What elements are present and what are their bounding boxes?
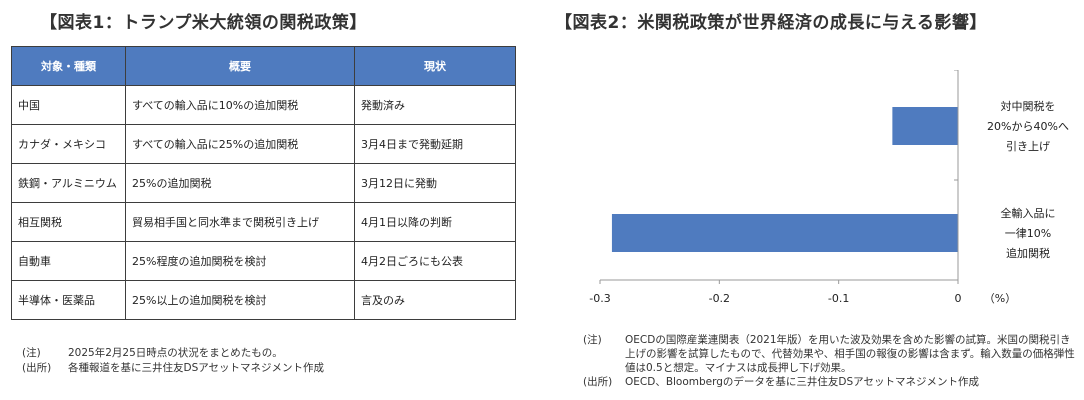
x-tick-label: -0.3 bbox=[589, 292, 610, 305]
panel2-title: 【図表2：米関税政策が世界経済の成長に与える影響】 bbox=[555, 13, 987, 33]
table-row: 自動車 25%程度の追加関税を検討 4月2日ごろにも公表 bbox=[11, 241, 516, 281]
cell-summary: すべての輸入品に25%の追加関税 bbox=[125, 124, 355, 164]
header-status: 現状 bbox=[354, 46, 516, 86]
bar bbox=[611, 214, 958, 252]
tariff-policy-table: 対象・種類 概要 現状 中国 すべての輸入品に10%の追加関税 発動済み カナダ… bbox=[11, 46, 516, 320]
cell-summary: すべての輸入品に10%の追加関税 bbox=[125, 85, 355, 125]
note-row: (注) OECDの国際産業連関表（2021年版）を用いた波及効果を含めた影響の試… bbox=[583, 333, 1078, 375]
x-tick-label: 0 bbox=[955, 292, 962, 305]
cell-status: 4月2日ごろにも公表 bbox=[354, 241, 516, 281]
cell-target: 中国 bbox=[11, 85, 126, 125]
cell-status: 4月1日以降の判断 bbox=[354, 202, 516, 242]
note-label: (注) bbox=[583, 334, 602, 346]
table-row: 中国 すべての輸入品に10%の追加関税 発動済み bbox=[11, 85, 516, 125]
category-label: 20%から40%へ bbox=[987, 120, 1069, 133]
x-tick-label: -0.2 bbox=[709, 292, 730, 305]
cell-target: カナダ・メキシコ bbox=[11, 124, 126, 164]
category-label: 対中関税を bbox=[1001, 99, 1056, 113]
table-row: 相互関税 貿易相手国と同水準まで関税引き上げ 4月1日以降の判断 bbox=[11, 202, 516, 242]
category-label: 引き上げ bbox=[1006, 139, 1050, 153]
cell-status: 発動済み bbox=[354, 85, 516, 125]
table-row: 鉄鋼・アルミニウム 25%の追加関税 3月12日に発動 bbox=[11, 163, 516, 203]
note-text: 2025年2月25日時点の状況をまとめたもの。 bbox=[68, 347, 283, 359]
panel1-title: 【図表1：トランプ米大統領の関税政策】 bbox=[40, 13, 367, 33]
source-text: 各種報道を基に三井住友DSアセットマネジメント作成 bbox=[68, 362, 325, 374]
table-header-row: 対象・種類 概要 現状 bbox=[11, 46, 516, 86]
note-label: (注) bbox=[22, 347, 41, 359]
growth-impact-bar-chart: -0.3 -0.2 -0.1 0 （%） 対中関税を 20%から40%へ引き上げ全輸入品に一… bbox=[589, 70, 1069, 305]
source-row: (出所) OECD、Bloombergのデータを基に三井住友DSアセットマネジメ… bbox=[583, 375, 1078, 389]
cell-summary: 25%以上の追加関税を検討 bbox=[125, 280, 355, 320]
source-label: (出所) bbox=[583, 376, 613, 388]
cell-target: 半導体・医薬品 bbox=[11, 280, 126, 320]
cell-status: 言及のみ bbox=[354, 280, 516, 320]
cell-target: 鉄鋼・アルミニウム bbox=[11, 163, 126, 203]
source-row: (出所) 各種報道を基に三井住友DSアセットマネジメント作成 bbox=[22, 361, 324, 376]
header-target: 対象・種類 bbox=[11, 46, 126, 86]
table-row: カナダ・メキシコ すべての輸入品に25%の追加関税 3月4日まで発動延期 bbox=[11, 124, 516, 164]
category-label: 全輸入品に bbox=[1001, 206, 1056, 220]
cell-status: 3月4日まで発動延期 bbox=[354, 124, 516, 164]
table-row: 半導体・医薬品 25%以上の追加関税を検討 言及のみ bbox=[11, 280, 516, 320]
bar bbox=[892, 107, 958, 145]
category-label: 一律10% bbox=[1005, 227, 1051, 240]
cell-summary: 25%の追加関税 bbox=[125, 163, 355, 203]
header-summary: 概要 bbox=[125, 46, 355, 86]
cell-summary: 貿易相手国と同水準まで関税引き上げ bbox=[125, 202, 355, 242]
category-label: 追加関税 bbox=[1006, 246, 1050, 260]
x-tick-label: -0.1 bbox=[828, 292, 849, 305]
cell-status: 3月12日に発動 bbox=[354, 163, 516, 203]
note-row: (注) 2025年2月25日時点の状況をまとめたもの。 bbox=[22, 346, 324, 361]
panel1-notes: (注) 2025年2月25日時点の状況をまとめたもの。 (出所) 各種報道を基に… bbox=[22, 346, 324, 376]
source-text: OECD、Bloombergのデータを基に三井住友DSアセットマネジメント作成 bbox=[625, 376, 979, 388]
cell-target: 相互関税 bbox=[11, 202, 126, 242]
unit-label: （%） bbox=[984, 292, 1016, 305]
cell-target: 自動車 bbox=[11, 241, 126, 281]
cell-summary: 25%程度の追加関税を検討 bbox=[125, 241, 355, 281]
note-text: OECDの国際産業連関表（2021年版）を用いた波及効果を含めた影響の試算。米国… bbox=[625, 334, 1075, 374]
source-label: (出所) bbox=[22, 362, 52, 374]
panel2-notes: (注) OECDの国際産業連関表（2021年版）を用いた波及効果を含めた影響の試… bbox=[583, 333, 1078, 389]
